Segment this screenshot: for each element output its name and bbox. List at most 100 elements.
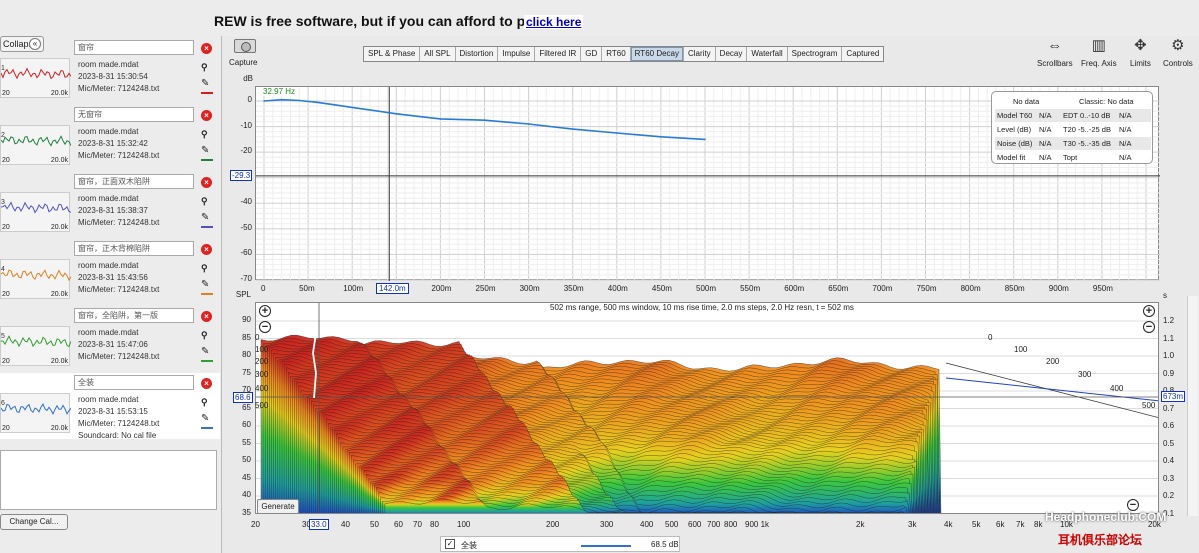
lower-x-tick: 50 (370, 520, 379, 529)
legend-head-right: Classic: No data (1079, 97, 1134, 106)
decay-point (298, 99, 301, 102)
depth-tick-left: 100 (255, 345, 269, 354)
lower-x-tick: 2k (856, 520, 865, 529)
measurement-name-field[interactable]: 窗帘，正木背棉陷阱 (74, 241, 194, 256)
measurement-number: 4 (1, 266, 5, 273)
lower-x-tick: 60 (394, 520, 403, 529)
measurement-item[interactable]: 全装 × 6 20 20.0k room made.mdat 2023-8-31 15:53… (0, 373, 220, 440)
tab-filtered-ir[interactable]: Filtered IR (535, 47, 582, 61)
upper-x-tick: 550m (740, 284, 761, 293)
change-cal-button[interactable]: Change Cal... (0, 514, 68, 530)
trace-color-swatch[interactable] (201, 226, 213, 228)
freq-axis-control[interactable]: ▥ Freq. Axis (1081, 37, 1117, 68)
lower-right-tick: 0.4 (1163, 456, 1175, 465)
trace-color-swatch[interactable] (201, 427, 213, 429)
decay-point (483, 119, 486, 121)
measurement-name-field[interactable]: 全装 (74, 375, 194, 390)
tab-decay[interactable]: Decay (716, 47, 748, 61)
scrollbars-control[interactable]: ⇔ Scrollbars (1037, 37, 1073, 68)
lower-x-tick: 100 (457, 520, 471, 529)
zoom-out-bottom-icon[interactable]: − (1127, 499, 1139, 511)
lower-x-tick: 40 (341, 520, 350, 529)
mic-icon[interactable]: ⚲ (201, 129, 208, 139)
measurement-item[interactable]: 窗帘，正面双木陷阱 × 3 20 20.0k room made.mdat 2023-8-3… (0, 172, 220, 238)
tab-spectrogram[interactable]: Spectrogram (788, 47, 843, 61)
generate-button[interactable]: Generate (257, 499, 299, 514)
lower-left-tick: 50 (242, 455, 251, 464)
measurement-item[interactable]: 无窗帘 × 2 20 20.0k room made.mdat 2023-8-31 15:3… (0, 105, 220, 171)
tab-rt60[interactable]: RT60 (602, 47, 631, 61)
pencil-icon[interactable]: ✎ (201, 279, 210, 290)
zoom-out-icon[interactable]: − (259, 321, 271, 333)
remove-measurement-icon[interactable]: × (201, 378, 212, 389)
measurement-name-field[interactable]: 窗帘，全陷阱，第一版 (74, 308, 194, 323)
mic-icon[interactable]: ⚲ (201, 196, 208, 206)
checkbox-icon[interactable]: ✓ (445, 539, 455, 549)
remove-measurement-icon[interactable]: × (201, 244, 212, 255)
tab-spl-phase[interactable]: SPL & Phase (364, 47, 421, 61)
measurement-name-field[interactable]: 无窗帘 (74, 107, 194, 122)
mic-icon[interactable]: ⚲ (201, 263, 208, 273)
lower-x-tick: 30 (302, 520, 311, 529)
measurement-name-field[interactable]: 窗帘 (74, 40, 194, 55)
depth-tick: 100 (1014, 345, 1028, 354)
remove-measurement-icon[interactable]: × (201, 177, 212, 188)
tab-rt60-decay[interactable]: RT60 Decay (630, 47, 684, 61)
lower-x-tick: 700 (707, 520, 721, 529)
measurement-number: 6 (1, 400, 5, 407)
pencil-icon[interactable]: ✎ (201, 346, 210, 357)
waterfall-slice (384, 498, 896, 513)
tab-impulse[interactable]: Impulse (498, 47, 536, 61)
measurement-item[interactable]: 窗帘，全陷阱，第一版 × 5 20 20.0k room made.mdat 2023-8-… (0, 306, 220, 372)
zoom-out-right-icon[interactable]: − (1143, 321, 1155, 333)
donate-link[interactable]: click here (524, 15, 584, 29)
mic-icon[interactable]: ⚲ (201, 397, 208, 407)
vertical-scrollbar[interactable] (1187, 296, 1198, 516)
remove-measurement-icon[interactable]: × (201, 43, 212, 54)
depth-tick: 500 (1142, 401, 1156, 410)
measurement-item[interactable]: 窗帘 × 1 20 20.0k room made.mdat 2023-8-31 15:30… (0, 38, 220, 104)
tab-distortion[interactable]: Distortion (456, 47, 499, 61)
tab-waterfall[interactable]: Waterfall (747, 47, 788, 61)
upper-y-tick: -40 (240, 197, 252, 207)
gear-icon: ⚙ (1171, 37, 1185, 54)
tab-clarity[interactable]: Clarity (684, 47, 716, 61)
pencil-icon[interactable]: ✎ (201, 212, 210, 223)
collapse-button[interactable]: Collapse « (0, 36, 44, 52)
waterfall-title: 502 ms range, 500 ms window, 10 ms rise … (550, 303, 854, 312)
tab-all-spl[interactable]: All SPL (420, 47, 456, 61)
waterfall-graph[interactable] (255, 302, 1159, 514)
trace-color-swatch[interactable] (201, 293, 213, 295)
trace-color-swatch[interactable] (201, 360, 213, 362)
lower-x-tick: 500 (665, 520, 679, 529)
decay-point (571, 128, 574, 130)
trace-color-swatch[interactable] (201, 159, 213, 161)
pencil-icon[interactable]: ✎ (201, 145, 210, 156)
mic-icon[interactable]: ⚲ (201, 62, 208, 72)
remove-measurement-icon[interactable]: × (201, 110, 212, 121)
controls-control[interactable]: ⚙ Controls (1163, 37, 1193, 68)
zoom-in-icon[interactable]: + (259, 305, 271, 317)
lower-right-tick: 0.7 (1163, 403, 1175, 413)
pencil-icon[interactable]: ✎ (201, 78, 210, 89)
measurement-item[interactable]: 窗帘，正木背棉陷阱 × 4 20 20.0k room made.mdat 2023-8-3… (0, 239, 220, 305)
remove-measurement-icon[interactable]: × (201, 311, 212, 322)
pencil-icon[interactable]: ✎ (201, 413, 210, 424)
tab-captured[interactable]: Captured (846, 49, 880, 58)
zoom-in-right-icon[interactable]: + (1143, 305, 1155, 317)
status-line-swatch (581, 545, 631, 547)
mic-icon[interactable]: ⚲ (201, 330, 208, 340)
measurement-name-field[interactable]: 窗帘，正面双木陷阱 (74, 174, 194, 189)
tab-gd[interactable]: GD (581, 47, 603, 61)
cursor-db-marker: -29.3 (230, 170, 253, 181)
lower-x-tick: 5k (972, 520, 981, 529)
measurement-number: 3 (1, 199, 5, 206)
notes-area[interactable] (0, 450, 217, 510)
lower-x-tick: 6k (996, 520, 1005, 529)
legend-classic: T20 -5..-25 dB (1063, 125, 1111, 134)
camera-icon[interactable] (234, 39, 256, 53)
limits-control[interactable]: ✥ Limits (1130, 37, 1151, 68)
measurement-date: 2023-8-31 15:43:56 (78, 273, 148, 282)
measurement-date: 2023-8-31 15:30:54 (78, 72, 148, 81)
trace-color-swatch[interactable] (201, 92, 213, 94)
